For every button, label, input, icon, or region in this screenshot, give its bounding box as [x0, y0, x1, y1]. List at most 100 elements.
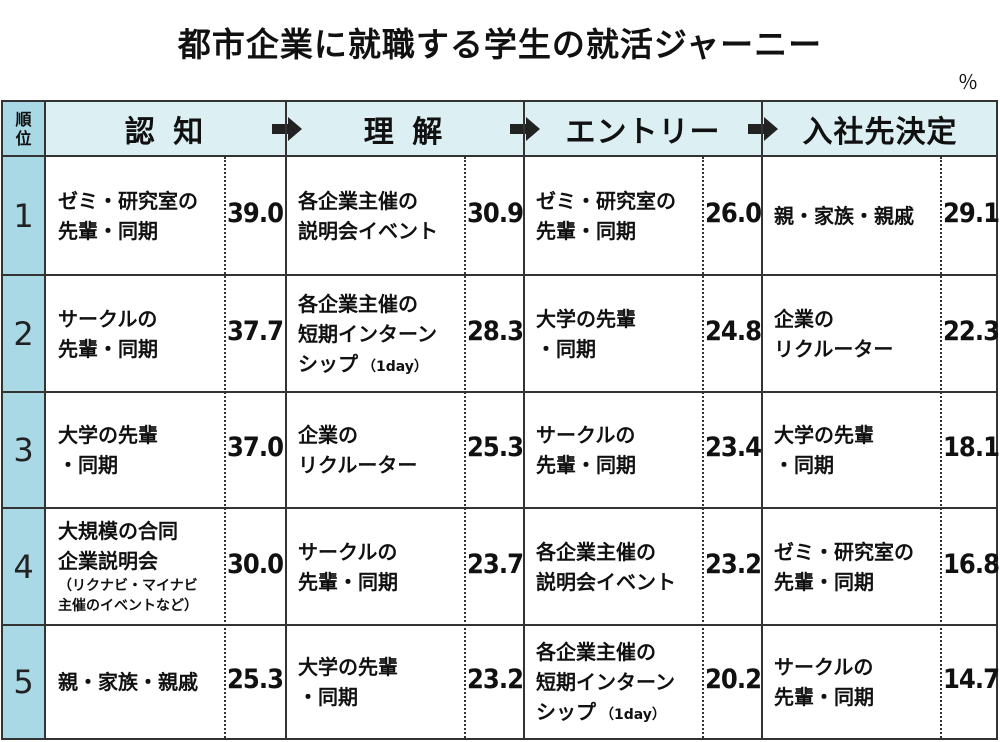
item-line: 親・家族・親戚	[774, 204, 914, 228]
item-line: ・同期	[298, 684, 358, 709]
row-divider	[3, 507, 996, 509]
ranking-item-label: 親・家族・親戚	[774, 201, 944, 231]
item-line: ・同期	[536, 336, 596, 361]
item-line: 大学の先輩	[58, 423, 158, 447]
rank-column: 順 位	[3, 102, 46, 738]
percentage-value: 14.7	[943, 663, 1000, 695]
right-arrow-icon	[272, 117, 302, 141]
item-line: 大規模の合同	[58, 519, 178, 544]
value-divider	[464, 157, 466, 738]
percentage-value: 39.0	[227, 198, 284, 229]
percentage-value: 29.1	[943, 198, 1000, 229]
item-line: 各企業主催の	[298, 189, 418, 213]
item-line: 各企業主催の	[298, 291, 418, 316]
item-line: 企業の	[298, 423, 358, 447]
ranking-item-label: サークルの 先輩・同期	[58, 304, 228, 364]
item-line: 各企業主催の	[536, 539, 656, 564]
row-divider	[3, 274, 996, 276]
item-line: 大学の先輩	[536, 306, 636, 331]
item-line: 短期インターン	[298, 321, 437, 346]
item-line: サークルの	[536, 423, 636, 447]
right-arrow-icon	[510, 117, 540, 141]
item-line: サークルの	[298, 539, 398, 564]
percentage-value: 30.0	[227, 548, 284, 580]
percentage-value: 28.3	[467, 315, 524, 347]
ranking-item-label: ゼミ・研究室の 先輩・同期	[774, 537, 944, 597]
percentage-value: 23.2	[467, 663, 524, 695]
rank-number: 5	[13, 662, 34, 701]
percentage-value: 24.8	[705, 315, 762, 347]
ranking-item-label: 企業の リクルーター	[298, 420, 468, 480]
item-line: 各企業主催の	[536, 639, 656, 664]
percentage-value: 30.9	[467, 198, 524, 229]
row-divider	[3, 624, 996, 626]
item-line: シップ （1day）	[536, 699, 666, 724]
item-note: 主催のイベントなど）	[58, 598, 198, 615]
column-divider	[761, 102, 763, 738]
item-line: 先輩・同期	[58, 219, 158, 243]
rank-header-char-1: 順	[15, 109, 32, 129]
rank-number: 2	[13, 314, 34, 353]
stage-entry: エントリー	[565, 114, 721, 150]
ranking-item-label: 企業の リクルーター	[774, 304, 944, 364]
percentage-value: 23.7	[467, 548, 524, 580]
rank-number: 3	[13, 431, 34, 469]
item-line: 説明会イベント	[536, 569, 676, 594]
item-line: シップ （1day）	[298, 351, 428, 376]
percentage-value: 26.0	[705, 198, 762, 229]
stage-awareness: 認 知	[124, 114, 208, 150]
stage-understanding: 理 解	[363, 114, 447, 150]
item-line: リクルーター	[774, 336, 894, 361]
rank-number: 1	[13, 197, 34, 235]
item-line: リクルーター	[298, 453, 418, 477]
percentage-value: 22.3	[943, 315, 1000, 347]
ranking-item-label: 各企業主催の 説明会イベント	[536, 537, 706, 597]
ranking-item-label: 親・家族・親戚	[58, 667, 228, 697]
ranking-item-label: サークルの先輩・同期	[774, 652, 944, 712]
item-line: ゼミ・研究室の	[774, 539, 914, 564]
percentage-value: 37.0	[227, 432, 284, 463]
ranking-item-label: 大規模の合同 企業説明会 （リクナビ・マイナビ 主催のイベントなど）	[58, 516, 228, 616]
item-line: 先輩・同期	[774, 684, 874, 709]
item-note: （1day）	[600, 706, 666, 723]
item-note: （1day）	[362, 358, 428, 375]
item-line: 企業の	[774, 306, 834, 331]
percentage-value: 23.2	[705, 548, 762, 580]
page-title: 都市企業に就職する学生の就活ジャーニー	[177, 25, 823, 64]
percentage-value: 25.3	[467, 432, 524, 463]
item-line: 大学の先輩	[298, 654, 398, 679]
value-divider	[940, 157, 942, 738]
item-note: （リクナビ・マイナビ	[58, 578, 198, 595]
item-line: ゼミ・研究室の	[536, 189, 676, 213]
unit-label: ％	[958, 70, 978, 94]
stage-header-row: 認 知 理 解 エントリー 入社先決定	[46, 102, 996, 157]
ranking-item-label: サークルの先輩・同期	[536, 420, 706, 480]
stage-decision: 入社先決定	[802, 114, 958, 150]
ranking-item-label: 大学の先輩 ・同期	[58, 420, 228, 480]
item-line: 先輩・同期	[536, 453, 636, 477]
row-divider	[3, 391, 996, 393]
item-line: 親・家族・親戚	[58, 669, 198, 694]
item-line: 企業説明会	[58, 549, 158, 574]
value-divider	[702, 157, 704, 738]
item-line: サークルの	[774, 654, 874, 679]
ranking-item-label: 各企業主催の 短期インターン シップ （1day）	[536, 637, 706, 727]
ranking-item-label: ゼミ・研究室の 先輩・同期	[536, 186, 706, 246]
item-line: 先輩・同期	[536, 219, 636, 243]
column-divider	[285, 102, 287, 738]
item-line: サークルの	[58, 306, 158, 331]
item-line: ・同期	[58, 453, 118, 477]
ranking-item-label: 各企業主催の 説明会イベント	[298, 186, 468, 246]
percentage-value: 37.7	[227, 315, 284, 347]
percentage-value: 25.3	[227, 663, 284, 695]
ranking-item-label: 各企業主催の 短期インターン シップ （1day）	[298, 289, 468, 379]
item-line: ゼミ・研究室の	[58, 189, 198, 213]
item-line: ・同期	[774, 453, 834, 477]
percentage-value: 23.4	[705, 432, 762, 463]
ranking-item-label: ゼミ・研究室の 先輩・同期	[58, 186, 228, 246]
value-divider	[224, 157, 226, 738]
ranking-item-label: サークルの 先輩・同期	[298, 537, 468, 597]
column-divider	[523, 102, 525, 738]
item-line: 短期インターン	[536, 669, 675, 694]
item-line: 大学の先輩	[774, 423, 874, 447]
